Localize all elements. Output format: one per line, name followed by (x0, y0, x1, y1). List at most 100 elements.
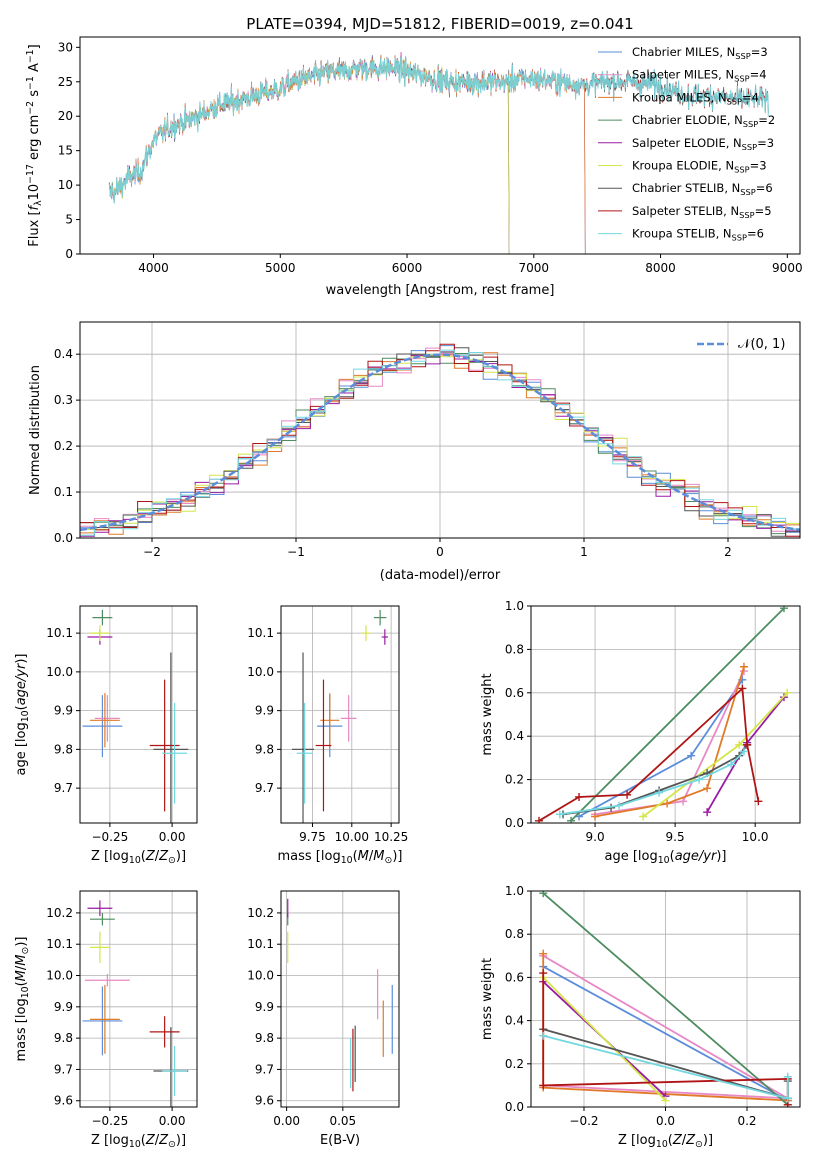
weight_vs_age-marker-kroupa-stelib (695, 775, 704, 784)
spectrum-xlabel: wavelength [Angstrom, rest frame] (326, 283, 555, 298)
age_vs_mass-errorbar-chabrier-elodie (373, 609, 387, 626)
spectrum-legend-label-salpeter-elodie-part: SSP (742, 142, 757, 152)
weight_vs_age-marker-kroupa-miles (739, 662, 748, 671)
weight_vs_Z-ytick-label: 0.6 (505, 970, 524, 984)
age_vs_mass-xlabel-part: ( (353, 849, 358, 864)
residuals-ylabel: Normed distribution (28, 365, 43, 495)
spectrum-xtick-label: 5000 (265, 261, 296, 275)
age_vs_Z-frame (79, 605, 198, 824)
weight_vs_age-marker-salpeter-stelib (754, 797, 763, 806)
weight_vs_age-xlabel-part: )] (716, 849, 726, 864)
weight_vs_age-marker-salpeter-stelib (738, 684, 747, 693)
weight_vs_age-line-kroupa-stelib (559, 750, 745, 816)
mass_vs_Z-ylabel-part: 10 (20, 986, 31, 998)
age_vs_Z-ytick-label: 10.0 (46, 665, 73, 679)
age_vs_Z-xlabel-part: Z (145, 849, 156, 864)
age_vs_Z-xlabel-part: Z (158, 849, 169, 864)
spectrum-ylabel-part: −1 (25, 76, 36, 90)
weight_vs_Z-xlabel-part: )] (703, 1133, 713, 1148)
age_vs_mass-xlabel-part: )] (392, 849, 402, 864)
age_vs_mass-xtick-label: 10.00 (335, 830, 369, 844)
age_vs_mass-ytick-label: 9.8 (255, 742, 274, 756)
weight_vs_Z-xlabel-part: / (682, 1133, 687, 1148)
residuals-xlabel: (data-model)/error (380, 568, 501, 583)
weight_vs_age-xlabel-part: ( (670, 849, 675, 864)
weight_vs_Z-ytick-label: 0.8 (505, 927, 524, 941)
mass_vs_Z-xlabel-part: ( (141, 1133, 146, 1148)
weight_vs_Z-xlabel-part: ⊙ (695, 1139, 703, 1150)
weight_vs_age-ytick-label: 0.8 (505, 642, 524, 656)
weight_vs_age-frame (530, 605, 801, 824)
mass_vs_Z-xlabel-part: ⊙ (168, 1139, 176, 1150)
spectrum-legend-label-salpeter-miles-part: Salpeter MILES, N (632, 68, 734, 82)
age_vs_Z-errorbar-kroupa-stelib (162, 702, 188, 804)
mass_vs_Z-xlabel-part: Z [log (91, 1133, 129, 1148)
age_vs_Z-axes: −0.25 0.00 9.7 9.8 9.9 10.0 10.1 (46, 605, 198, 844)
spectrum-legend-label-kroupa-stelib-part: =6 (747, 227, 764, 241)
spectrum-line-kroupa-stelib (108, 56, 769, 204)
age_vs_mass-errorbar-salpeter-miles (340, 695, 357, 742)
age_vs_mass-xlabel-part: M (373, 849, 384, 864)
mass_vs_Z-plot-area (82, 900, 189, 1107)
normal-curve (80, 353, 800, 532)
age_vs_Z-frame-layer: −0.25 0.00 9.7 9.8 9.9 10.0 10.1 (46, 605, 198, 844)
mass_vs_ebv-xtick-label: 0.00 (273, 1114, 300, 1128)
weight_vs_Z-ytick-label: 1.0 (505, 884, 524, 898)
spectrum-ylabel-part: f (27, 203, 42, 210)
weight_vs_age-frame-layer: 9.0 9.5 10.0 0.0 0.2 0.4 0.6 0.8 1.0 (505, 599, 801, 844)
age_vs_Z-ytick-label: 10.1 (46, 626, 73, 640)
spectrum-legend-label-salpeter-stelib-part: SSP (739, 210, 754, 220)
age_vs_mass-xlabel-part: mass [log (278, 849, 341, 864)
residuals-plot-area (80, 343, 800, 537)
weight_vs_Z-marker-kroupa-stelib (783, 1072, 792, 1081)
mass_vs_Z-frame-layer: −0.25 0.00 9.6 9.7 9.8 9.9 10.0 10.1 10.2 (46, 890, 198, 1128)
mass_vs_ebv-frame (280, 890, 400, 1108)
weight_vs_age-marker-chabrier-elodie (567, 816, 576, 823)
weight_vs_Z-marker-kroupa-elodie (661, 1096, 670, 1105)
age_vs_mass-axes: 9.75 10.00 10.25 9.7 9.8 9.9 10.0 10.1 (247, 605, 408, 844)
age_vs_mass-ytick-label: 9.9 (255, 704, 274, 718)
spectrum-axes: 4000 5000 6000 7000 8000 9000 0 5 10 15 20 25 30 (58, 36, 803, 275)
age_vs_mass-errorbar-kroupa-elodie (361, 625, 371, 641)
mass_vs_Z-errorbar-chabrier-elodie (89, 912, 115, 926)
spectrum-legend-label-salpeter-elodie: Salpeter ELODIE, NSSP=3 (632, 136, 774, 152)
weight_vs_Z-line-chabrier-miles (542, 965, 789, 1102)
weight_vs_Z-ylabel: mass weight (480, 958, 495, 1040)
mass_vs_ebv-frame-layer: 0.00 0.05 9.6 9.7 9.8 9.9 10.0 10.1 10.2 (247, 890, 400, 1128)
mass_vs_Z-errorbar-salpeter-elodie (87, 900, 113, 917)
age_vs_Z-ylabel-part: 10 (20, 710, 31, 722)
weight_vs_Z-marker-chabrier-elodie (539, 891, 548, 898)
age_vs_Z-xtick-label: 0.00 (159, 830, 186, 844)
weight_vs_age-marker-salpeter-stelib (743, 740, 752, 749)
age_vs_Z-ylabel-part: age/yr (14, 662, 29, 705)
residuals-xtick-label: 2 (724, 545, 732, 559)
age_vs_Z-xlabel-part: Z [log (91, 849, 129, 864)
age_vs_Z-errorbar-chabrier-stelib (153, 652, 189, 823)
mass_vs_Z-ylabel-part: ⊙ (20, 947, 31, 955)
spectrum-legend-label-kroupa-elodie-part: =3 (750, 159, 767, 173)
spectrum-xtick-label: 9000 (772, 261, 803, 275)
mass_vs_Z-ylabel-part: / (14, 965, 29, 970)
mass_vs_ebv-ytick-label: 9.8 (255, 1031, 274, 1045)
mass_vs_Z-xtick-label: −0.25 (91, 1114, 128, 1128)
weight_vs_Z-axes: −0.2 0.0 0.2 0.0 0.2 0.4 0.6 0.8 1.0 (505, 884, 801, 1128)
mass_vs_Z-errorbar-kroupa-elodie (89, 931, 110, 963)
spectrum-ylabel-part: 10 (27, 184, 42, 201)
mass_vs_ebv-plot-area (287, 898, 393, 1092)
age_vs_Z-xlabel-part: ( (141, 849, 146, 864)
spectrum-frame-layer: 4000 5000 6000 7000 8000 9000 0 5 10 15 20 25 30 (58, 36, 803, 275)
weight_vs_Z-plot-area (539, 891, 792, 1107)
age_vs_mass-xlabel-part: / (369, 849, 374, 864)
weight_vs_age-xlabel: age [log10(age/yr)] (604, 849, 726, 866)
age_vs_mass-xlabel-part: 10 (341, 855, 353, 866)
mass_vs_Z-errorbar-kroupa-miles (89, 984, 120, 1054)
weight_vs_age-ytick-label: 1.0 (505, 599, 524, 613)
age_vs_mass-errorbar-kroupa-stelib (296, 702, 313, 804)
spectrum-legend-label-kroupa-miles-part: SSP (727, 96, 742, 106)
age_vs_Z-ytick-label: 9.9 (54, 704, 73, 718)
spectrum-ylabel-part: −17 (25, 164, 36, 184)
weight_vs_Z-marker-salpeter-stelib (539, 969, 548, 978)
spectrum-legend-label-salpeter-miles-part: SSP (734, 74, 749, 84)
weight_vs_age-ytick-label: 0.4 (505, 729, 524, 743)
spectrum-legend-label-chabrier-elodie-part: SSP (743, 119, 758, 129)
